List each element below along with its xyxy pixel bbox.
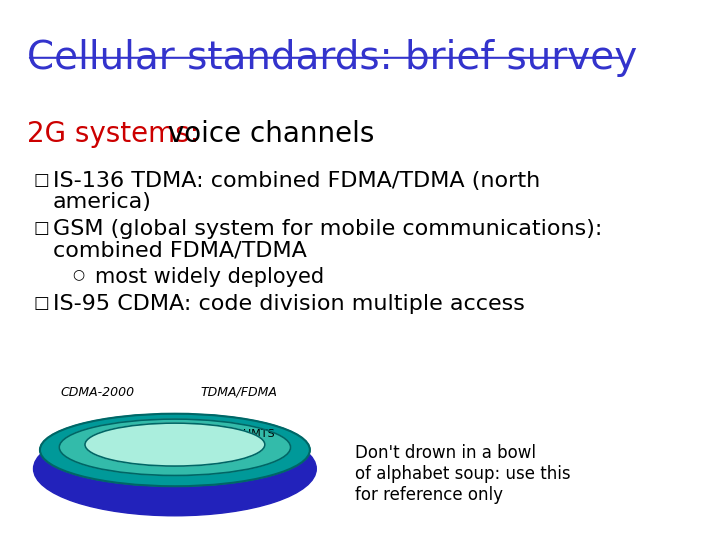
Text: GSM: GSM [168,442,194,453]
Ellipse shape [59,419,291,476]
Text: EDGE: EDGE [192,429,222,439]
Ellipse shape [34,422,316,516]
Ellipse shape [85,423,265,466]
Text: Don't drown in a bowl
of alphabet soup: use this
for reference only: Don't drown in a bowl of alphabet soup: … [355,444,570,504]
Ellipse shape [40,414,310,486]
Text: IS-95: IS-95 [212,442,240,453]
Text: voice channels: voice channels [159,119,374,147]
Text: TDMA/FDMA: TDMA/FDMA [201,386,278,399]
Text: america): america) [53,192,152,212]
Text: UMTS: UMTS [243,429,274,439]
Text: IS-136: IS-136 [115,442,150,453]
Text: □: □ [34,294,49,312]
Text: IS-136 TDMA: combined FDMA/TDMA (north: IS-136 TDMA: combined FDMA/TDMA (north [53,171,540,191]
Text: GSM (global system for mobile communications):: GSM (global system for mobile communicat… [53,219,602,239]
Text: ○: ○ [72,267,84,281]
Text: IS-95 CDMA: code division multiple access: IS-95 CDMA: code division multiple acces… [53,294,525,314]
Text: □: □ [34,219,49,237]
Text: most widely deployed: most widely deployed [94,267,324,287]
Text: combined FDMA/TDMA: combined FDMA/TDMA [53,240,307,260]
Text: □: □ [34,171,49,188]
Text: GPRS: GPRS [134,429,164,439]
Text: 2G systems:: 2G systems: [27,119,199,147]
Text: Cellular standards: brief survey: Cellular standards: brief survey [27,39,637,77]
Text: CDMA-2000: CDMA-2000 [60,386,135,399]
